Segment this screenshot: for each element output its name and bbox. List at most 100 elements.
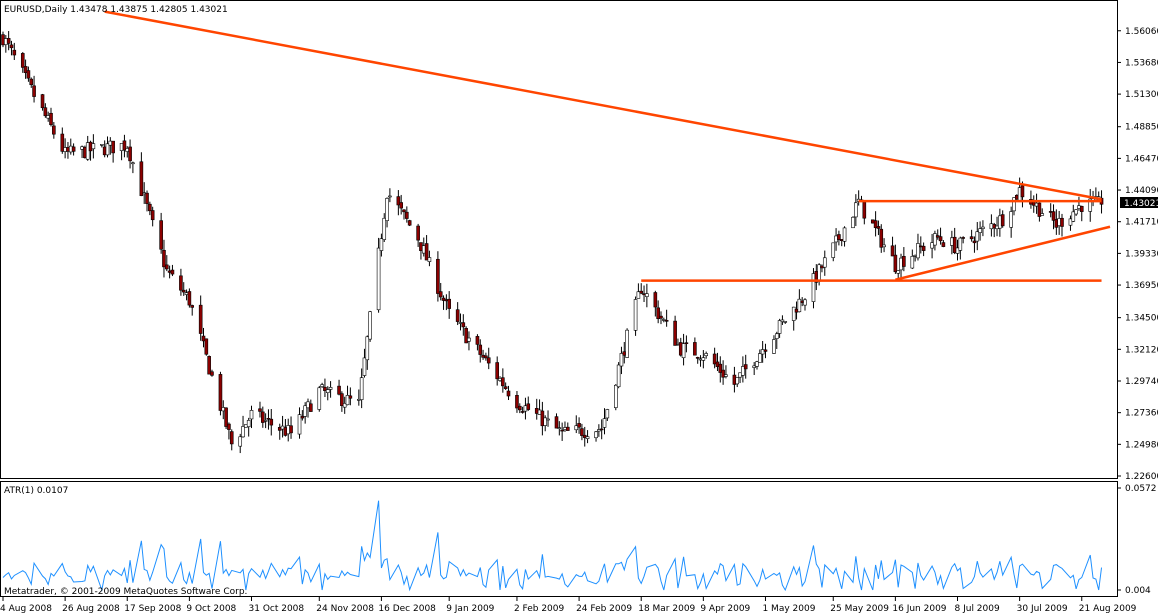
candle-body <box>772 339 776 354</box>
candle-body <box>873 220 878 228</box>
price-axis: 1.56060 1.53680 1.51300 1.48850 1.46470 1.440… <box>1117 27 1158 482</box>
time-tick-label: 16 Dec 2008 <box>378 604 436 614</box>
time-tick-label: 24 Feb 2009 <box>576 604 632 614</box>
candle-body <box>876 226 881 229</box>
time-tick-label: 25 May 2009 <box>830 604 889 614</box>
candle-body <box>49 112 53 126</box>
candle-body <box>822 257 827 268</box>
candle-body <box>150 210 155 221</box>
candle-body <box>981 226 985 229</box>
candle-body <box>26 70 31 79</box>
candle-body <box>249 410 254 420</box>
candle-body <box>407 220 412 226</box>
candle-body <box>882 244 886 248</box>
candle-body <box>376 247 381 311</box>
candle-body <box>577 423 581 428</box>
candle-body <box>501 377 505 387</box>
candle-body <box>560 429 564 432</box>
candle-body <box>969 236 974 240</box>
candle-body <box>1074 209 1078 215</box>
candle-body <box>633 299 638 331</box>
candle-body <box>1079 205 1084 212</box>
candle-body <box>427 257 432 262</box>
time-tick-label: 8 Jul 2009 <box>955 604 1000 614</box>
candle-body <box>297 414 302 435</box>
time-tick-label: 17 Sep 2008 <box>124 604 181 614</box>
trendlines <box>104 10 1111 282</box>
candle-body <box>704 353 708 357</box>
candle-body <box>554 416 559 429</box>
candle-body <box>438 291 443 298</box>
candle-body <box>100 144 104 146</box>
candle-body <box>385 198 389 221</box>
candle-body <box>359 377 364 400</box>
candle-body <box>797 298 802 313</box>
candle-body <box>616 364 621 388</box>
candle-body <box>6 38 11 44</box>
candle-body <box>461 322 466 328</box>
candle-body <box>23 66 28 74</box>
candle-body <box>916 243 920 259</box>
candle-body <box>190 305 195 308</box>
candle-body <box>741 366 745 376</box>
candle-body <box>402 209 406 213</box>
candle-body <box>842 227 847 242</box>
time-tick-label: 26 Aug 2008 <box>62 604 120 614</box>
candle-body <box>229 431 234 445</box>
candle-body <box>933 233 937 246</box>
candle-body <box>164 264 169 270</box>
candle-body <box>1040 213 1045 216</box>
atr-line <box>2 500 1103 592</box>
candle-body <box>1012 197 1016 212</box>
candle-body <box>323 386 327 392</box>
candle-body <box>224 407 228 427</box>
candlestick-series <box>1 31 1104 454</box>
candle-body <box>269 418 274 426</box>
candle-body <box>574 425 579 431</box>
candle-body <box>399 202 403 209</box>
candle-body <box>503 386 508 389</box>
price-tick-label: 1.48850 <box>1125 123 1158 133</box>
candle-body <box>218 374 223 411</box>
candle-body <box>565 426 570 431</box>
candle-body <box>60 133 65 152</box>
time-tick-label: 24 Nov 2008 <box>316 604 374 614</box>
price-tick-label: 1.46470 <box>1125 154 1158 164</box>
time-tick-label: 2 Feb 2009 <box>514 604 565 614</box>
candle-body <box>1051 211 1056 221</box>
time-tick-label: 30 Jul 2009 <box>1017 604 1068 614</box>
atr-tick-label: 0.004 <box>1125 586 1151 596</box>
candle-body <box>735 377 740 385</box>
candle-body <box>972 240 977 244</box>
candle-body <box>12 49 17 56</box>
price-tick-label: 1.27360 <box>1125 409 1158 419</box>
time-tick-label: 4 Aug 2008 <box>0 604 52 614</box>
candle-body <box>122 140 127 151</box>
candle-body <box>342 403 347 408</box>
price-tick-label: 1.32120 <box>1125 345 1158 355</box>
candle-body <box>162 249 166 268</box>
candle-body <box>416 225 420 241</box>
candle-body <box>599 428 604 431</box>
candle-body <box>447 298 451 309</box>
time-tick-label: 18 Mar 2009 <box>638 604 695 614</box>
candle-body <box>91 143 96 150</box>
candle-body <box>958 237 963 251</box>
candle-body <box>71 146 76 152</box>
candle-body <box>388 195 392 198</box>
candle-body <box>1037 202 1042 217</box>
candle-body <box>128 146 132 162</box>
candle-body <box>467 337 471 342</box>
price-tag: 1.43021 <box>1124 199 1158 209</box>
candle-body <box>475 336 480 345</box>
candle-body <box>803 299 807 306</box>
candle-body <box>712 353 717 365</box>
candle-body <box>241 426 245 438</box>
candle-body <box>506 390 511 397</box>
candle-body <box>181 289 186 293</box>
copyright-footer: Metatrader, © 2001-2009 MetaQuotes Softw… <box>4 587 247 597</box>
candle-body <box>619 353 624 367</box>
candle-body <box>179 275 183 291</box>
candle-body <box>693 342 697 356</box>
